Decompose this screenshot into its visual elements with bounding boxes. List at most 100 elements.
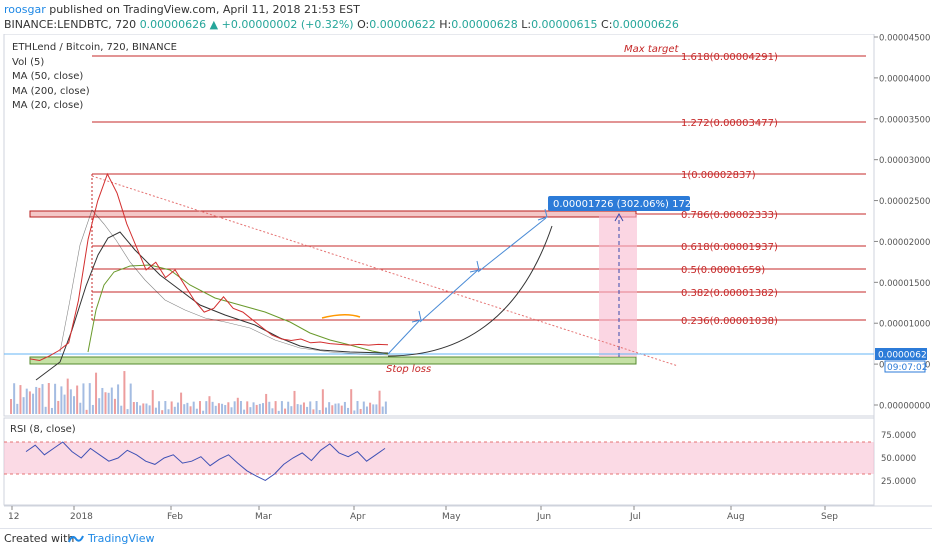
volume-bar <box>214 405 217 414</box>
volume-bar <box>312 409 315 414</box>
publish-line: roosgar published on TradingView.com, Ap… <box>4 3 360 16</box>
volume-bar <box>126 409 129 414</box>
volume-bar <box>331 405 334 414</box>
volume-bar <box>113 398 116 414</box>
volume-bar <box>44 406 47 414</box>
last-price-tag-label: 0.00000626 <box>878 351 932 361</box>
projection-curve[interactable] <box>387 225 553 357</box>
volume-bar <box>161 410 164 414</box>
volume-bar <box>57 400 60 414</box>
volume-bar <box>284 408 287 414</box>
volume-bar <box>334 403 337 414</box>
volume-bar <box>76 385 79 414</box>
volume-bar <box>280 401 283 414</box>
volume-bar <box>22 397 25 414</box>
volume-bar <box>183 404 186 414</box>
volume-bar <box>180 392 183 414</box>
main-pane[interactable] <box>3 34 875 417</box>
volume-bar <box>164 401 167 414</box>
volume-bar <box>211 401 214 414</box>
max-target-label: Max target <box>624 44 680 55</box>
time-tick-label: Jun <box>536 512 551 522</box>
volume-bar <box>32 393 35 414</box>
volume-bar <box>375 404 378 414</box>
measure-label: 0.00001726 (302.06%) 1726 <box>553 199 698 210</box>
projection-arrows[interactable] <box>387 208 548 355</box>
volume-bar <box>230 407 233 414</box>
volume-bar <box>356 401 359 414</box>
support-zone[interactable] <box>29 356 637 365</box>
fibonacci-levels: 1.618(0.00004291) 1.272(0.00003477) 1(0.00… <box>91 52 866 327</box>
volume-bar <box>145 403 148 414</box>
volume-bar <box>318 410 321 414</box>
target-arrow-head-icon <box>614 212 624 222</box>
stop-loss-label: Stop loss <box>386 364 431 375</box>
volume-bar <box>384 401 387 414</box>
volume-bar <box>142 403 145 414</box>
ma-20-line <box>59 209 389 356</box>
projection-arrow-1 <box>387 319 421 355</box>
ohlc-line: BINANCE:LENDBTC, 720 0.00000626 ▲ +0.000… <box>4 18 679 31</box>
fib-level-label: 0.5(0.00001659) <box>681 265 765 276</box>
low-value: 0.00000615 <box>531 18 598 31</box>
volume-bar <box>10 399 12 414</box>
footer: Created with TradingView <box>0 528 932 551</box>
open-value: 0.00000622 <box>369 18 436 31</box>
volume-bar <box>88 383 91 414</box>
arrow-head-3-icon <box>537 208 548 221</box>
chart-canvas[interactable]: 0.00004500 0.00004000 0.00003500 0.00003000… <box>0 34 932 528</box>
volume-bar <box>309 401 312 414</box>
volume-bar <box>50 407 53 414</box>
legend-vol[interactable]: Vol (5) <box>12 56 45 68</box>
projection-arrow-3 <box>477 217 547 273</box>
volume-bar <box>227 402 230 414</box>
volume-bar <box>167 409 170 414</box>
time-tick-label: Apr <box>350 512 366 522</box>
downtrend-line[interactable] <box>91 175 679 367</box>
indicator-legend: ETHLend / Bitcoin, 720, BINANCE Vol (5) … <box>12 41 177 114</box>
resistance-zone[interactable] <box>29 210 637 218</box>
volume-bar <box>73 396 75 414</box>
arrow-head-1-icon <box>411 310 422 323</box>
volume-bar <box>117 384 120 414</box>
last-price: 0.00000626 <box>139 18 207 31</box>
volume-bar <box>252 402 255 414</box>
volume-bar <box>123 371 126 414</box>
legend-ma-200[interactable]: MA (200, close) <box>12 85 90 97</box>
volume-bar <box>343 401 346 414</box>
close-label: C: <box>601 18 613 31</box>
low-label: L: <box>521 18 532 31</box>
volume-bar <box>158 401 161 414</box>
time-tick-label: May <box>442 512 461 522</box>
volume-bar <box>293 390 296 414</box>
time-tick-label: Aug <box>727 512 745 522</box>
legend-title[interactable]: ETHLend / Bitcoin, 720, BINANCE <box>12 42 177 53</box>
legend-ma-20[interactable]: MA (20, close) <box>12 100 84 111</box>
rsi-band <box>4 442 874 474</box>
volume-bar <box>41 384 44 414</box>
volume-bar <box>378 390 381 414</box>
volume-bar <box>246 401 249 414</box>
target-range-box[interactable] <box>599 214 637 357</box>
symbol-label: BINANCE:LENDBTC, 720 <box>4 18 137 31</box>
volume-bar <box>221 403 224 414</box>
volume-bars <box>10 371 387 414</box>
volume-bar <box>66 378 69 414</box>
volume-bar <box>243 409 246 414</box>
legend-ma-50[interactable]: MA (50, close) <box>12 71 84 82</box>
volume-bar <box>91 404 94 414</box>
created-with-text: Created with <box>4 532 75 545</box>
volume-bar <box>25 388 28 414</box>
fib-level-label: 1.272(0.00003477) <box>681 118 778 129</box>
rsi-label: RSI (8, close) <box>10 424 76 435</box>
volume-bar <box>176 402 179 414</box>
price-tick-label: 0.00001500 <box>879 279 930 289</box>
up-arrow-icon: ▲ <box>209 18 219 31</box>
author-link[interactable]: roosgar <box>4 3 46 16</box>
volume-bar <box>340 405 343 414</box>
countdown-tag <box>884 360 926 373</box>
volume-bar <box>13 383 16 414</box>
close-value: 0.00000626 <box>612 18 679 31</box>
fib-level-label: 0.786(0.00002333) <box>681 210 778 221</box>
tradingview-link[interactable]: TradingView <box>88 532 155 545</box>
